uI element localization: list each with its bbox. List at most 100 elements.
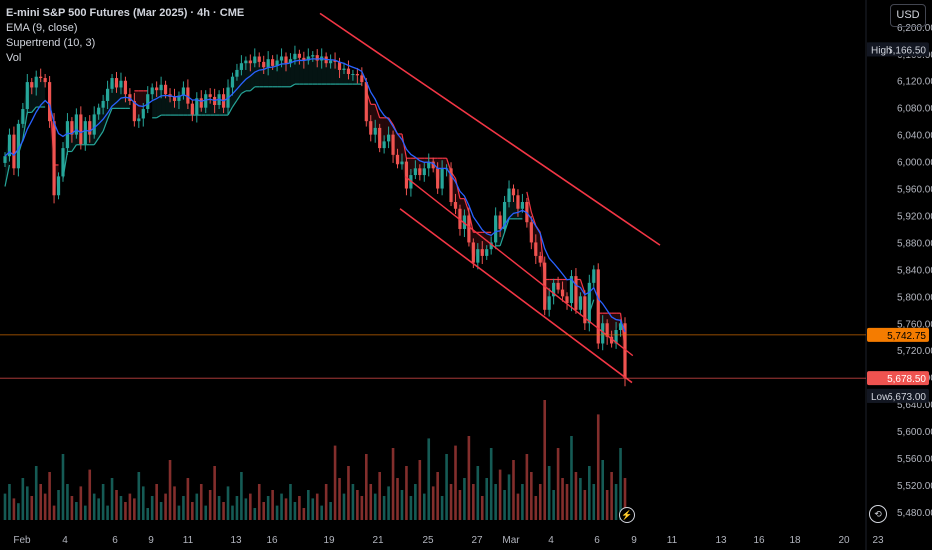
- y-tick-label: 6,200.00: [897, 23, 932, 34]
- candle-body: [480, 249, 484, 256]
- y-tick-label: 6,120.00: [897, 77, 932, 88]
- supertrend-line: [526, 191, 532, 213]
- supertrend-fill: [152, 87, 157, 118]
- candle-body: [587, 282, 591, 324]
- volume-bar: [101, 484, 105, 520]
- candle-body: [275, 60, 279, 66]
- volume-bar: [538, 484, 542, 520]
- candle-body: [150, 87, 154, 95]
- supertrend-line: [93, 137, 100, 146]
- supertrend-fill: [486, 232, 492, 250]
- supertrend-fill: [330, 60, 336, 85]
- supertrend-fill: [611, 313, 617, 344]
- supertrend-line: [454, 178, 461, 199]
- volume-legend[interactable]: Vol: [6, 52, 22, 64]
- volume-bar: [530, 472, 533, 520]
- supertrend-line: [388, 117, 394, 125]
- supertrend-fill: [326, 60, 331, 85]
- volume-bar: [177, 505, 181, 520]
- candle-body: [25, 82, 29, 110]
- candle-body: [623, 323, 627, 379]
- volume-bar: [382, 496, 386, 520]
- candle-body: [34, 76, 38, 88]
- supertrend-line: [249, 86, 256, 92]
- volume-bar: [159, 502, 163, 520]
- candle-body: [395, 154, 400, 165]
- volume-bar: [614, 484, 618, 520]
- candle-body: [12, 134, 16, 169]
- supertrend-line: [98, 130, 104, 139]
- replay-icon[interactable]: ⟲: [869, 505, 887, 523]
- x-tick-label: 13: [230, 535, 242, 546]
- supertrend-line: [503, 218, 510, 233]
- volume-bar: [534, 496, 538, 520]
- volume-bar: [133, 498, 136, 520]
- volume-bar: [182, 496, 185, 520]
- volume-bar: [115, 490, 118, 520]
- volume-bar: [570, 436, 573, 520]
- supertrend-line: [102, 118, 109, 132]
- volume-bar: [347, 466, 350, 520]
- channel-middle-line: [404, 175, 634, 357]
- channel-lower-line: [399, 208, 633, 384]
- volume-bar: [315, 493, 319, 520]
- lightning-icon[interactable]: ⚡: [619, 507, 635, 523]
- x-tick-label: 9: [631, 535, 637, 546]
- volume-bar: [199, 484, 203, 520]
- candle-body: [159, 84, 163, 91]
- symbol-title[interactable]: E-mini S&P 500 Futures (Mar 2025) · 4h ·…: [6, 7, 245, 19]
- supertrend-line: [231, 99, 238, 108]
- volume-bar: [88, 469, 92, 520]
- channel-upper-line: [319, 12, 661, 246]
- volume-bar: [329, 502, 332, 520]
- volume-bar: [141, 486, 145, 520]
- supertrend-line: [241, 90, 247, 95]
- volume-bar: [26, 486, 29, 520]
- last-price-value: 5,678.50: [887, 374, 926, 385]
- candle-body: [74, 114, 78, 135]
- supertrend-fill: [303, 56, 309, 85]
- candle-body: [400, 161, 404, 165]
- volume-bar: [454, 445, 457, 520]
- candle-body: [65, 121, 70, 149]
- volume-bar: [414, 484, 417, 520]
- volume-bar: [574, 472, 578, 520]
- ema-legend[interactable]: EMA (9, close): [6, 22, 78, 34]
- candle-body: [583, 296, 587, 324]
- volume-bar: [119, 496, 123, 520]
- candle-body: [520, 202, 525, 209]
- candle-body: [494, 215, 498, 243]
- supertrend-line: [530, 211, 537, 226]
- supertrend-legend[interactable]: Supertrend (10, 3): [6, 37, 96, 49]
- candle-body: [284, 56, 288, 64]
- x-tick-label: 13: [715, 535, 727, 546]
- orange-price-value-bg: [867, 327, 929, 342]
- volume-bar: [262, 502, 266, 520]
- candle-body: [105, 88, 110, 101]
- candle-body: [288, 59, 293, 64]
- volume-bar: [605, 490, 609, 520]
- volume-bar: [565, 484, 569, 520]
- volume-bar: [387, 486, 390, 520]
- volume-bar: [271, 490, 274, 520]
- candle-body: [21, 109, 25, 124]
- volume-bar: [525, 454, 529, 520]
- supertrend-line: [4, 164, 11, 187]
- candle-body: [48, 82, 52, 122]
- volume-bar: [124, 502, 127, 520]
- currency-button[interactable]: USD: [890, 4, 926, 27]
- candle-body: [253, 56, 257, 64]
- volume-bar: [150, 496, 154, 520]
- y-tick-label: 5,920.00: [897, 211, 932, 222]
- x-tick-label: 6: [112, 535, 118, 546]
- candle-body: [569, 276, 574, 304]
- candle-body: [271, 59, 275, 66]
- supertrend-fill: [299, 57, 304, 85]
- candle-body: [172, 96, 177, 101]
- candle-body: [61, 148, 65, 177]
- candle-body: [534, 242, 538, 256]
- supertrend-line: [499, 232, 506, 246]
- candle-body: [364, 82, 368, 122]
- volume-bar: [476, 466, 480, 520]
